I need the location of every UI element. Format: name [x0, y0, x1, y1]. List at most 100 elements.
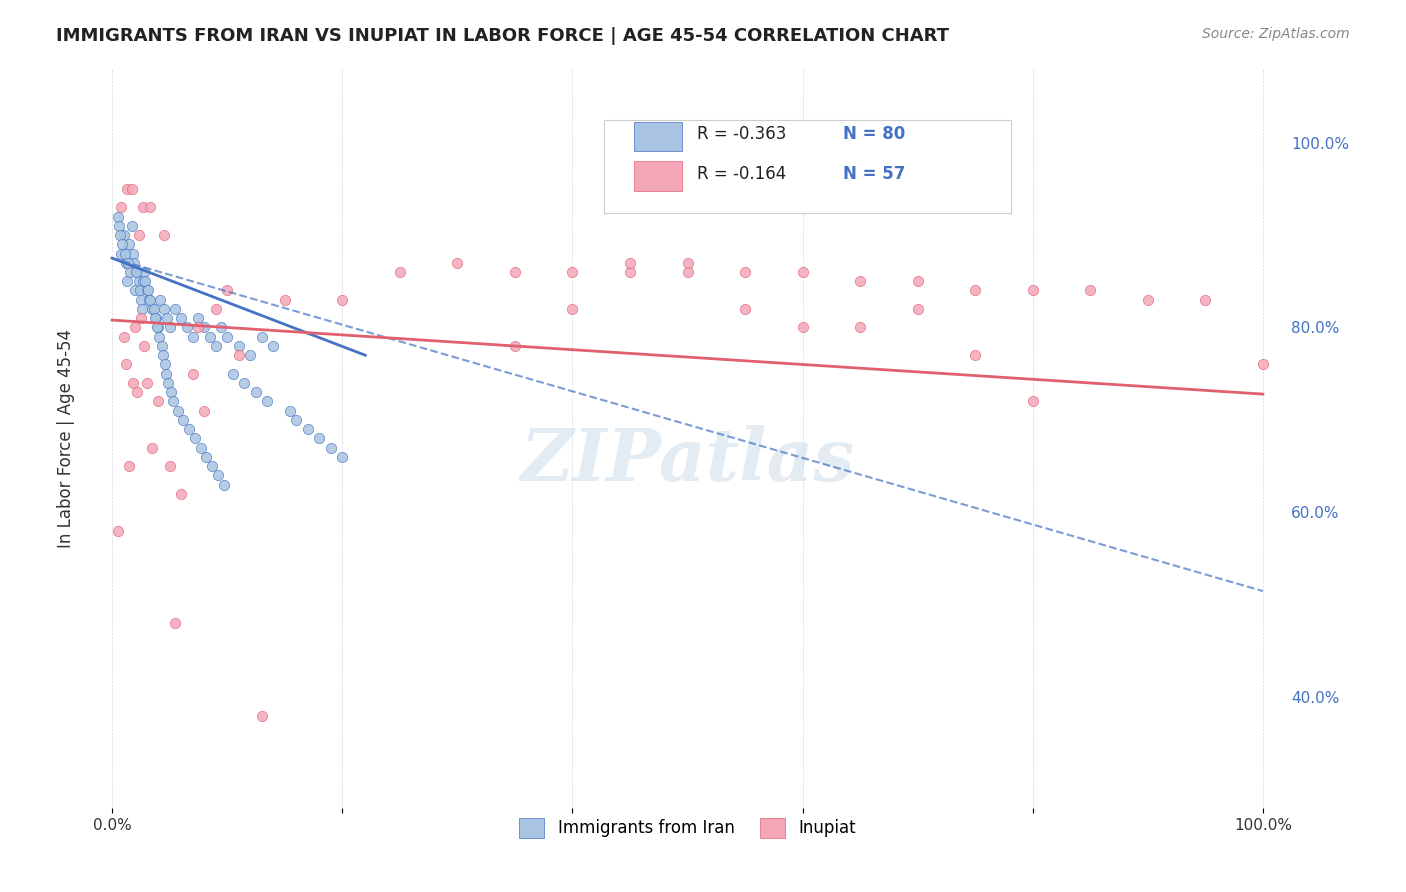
Point [181, 330, 204, 344]
Point [179, 422, 201, 436]
Point [118, 459, 141, 474]
Point [107, 210, 129, 224]
Point [217, 330, 239, 344]
Point [193, 403, 215, 417]
Point [152, 348, 174, 362]
FancyBboxPatch shape [634, 161, 682, 191]
Point [143, 311, 166, 326]
Point [734, 301, 756, 316]
Point [134, 265, 156, 279]
Text: R = -0.164: R = -0.164 [697, 165, 786, 184]
Point [503, 265, 526, 279]
Point [134, 274, 156, 288]
Point [330, 293, 353, 307]
Point [127, 265, 149, 279]
Text: ZIPatlas: ZIPatlas [520, 425, 855, 496]
Point [115, 182, 138, 196]
Point [195, 450, 218, 464]
Point [319, 441, 342, 455]
Point [129, 311, 152, 326]
Point [153, 358, 176, 372]
Point [134, 339, 156, 353]
Point [142, 301, 165, 316]
Text: N = 80: N = 80 [844, 125, 905, 143]
Point [193, 320, 215, 334]
Point [262, 339, 284, 353]
Point [122, 256, 145, 270]
Point [111, 237, 134, 252]
Text: Source: ZipAtlas.com: Source: ZipAtlas.com [1202, 27, 1350, 41]
Point [107, 524, 129, 538]
Point [114, 246, 136, 260]
Point [132, 200, 155, 214]
Point [1022, 394, 1045, 409]
Point [166, 403, 188, 417]
Point [135, 284, 157, 298]
Point [121, 219, 143, 233]
Point [148, 330, 170, 344]
Point [121, 376, 143, 390]
Point [965, 348, 987, 362]
Point [128, 274, 150, 288]
Point [330, 450, 353, 464]
Point [204, 339, 226, 353]
Point [124, 284, 146, 298]
Point [217, 284, 239, 298]
Point [146, 320, 169, 334]
Y-axis label: In Labor Force | Age 45-54: In Labor Force | Age 45-54 [58, 329, 75, 548]
Point [280, 403, 302, 417]
Point [149, 293, 172, 307]
Point [165, 301, 187, 316]
Point [124, 320, 146, 334]
Point [112, 227, 135, 242]
Point [297, 422, 319, 436]
Point [170, 311, 193, 326]
Point [165, 616, 187, 631]
Point [159, 320, 181, 334]
Point [162, 394, 184, 409]
Point [172, 413, 194, 427]
Point [1078, 284, 1101, 298]
Point [128, 227, 150, 242]
Point [125, 265, 148, 279]
Point [118, 237, 141, 252]
Point [115, 358, 138, 372]
Point [117, 256, 139, 270]
Point [907, 274, 929, 288]
Point [388, 265, 411, 279]
Point [129, 293, 152, 307]
Point [849, 320, 872, 334]
Point [285, 413, 308, 427]
Point [155, 367, 177, 381]
Point [250, 330, 273, 344]
Text: N = 57: N = 57 [844, 165, 905, 184]
Point [204, 301, 226, 316]
Point [1194, 293, 1216, 307]
Point [110, 200, 132, 214]
Point [561, 265, 583, 279]
Point [184, 432, 207, 446]
Point [159, 459, 181, 474]
Point [139, 200, 162, 214]
Point [207, 468, 229, 483]
Point [121, 182, 143, 196]
Point [907, 301, 929, 316]
Point [141, 441, 163, 455]
Point [676, 265, 699, 279]
Point [150, 339, 173, 353]
Point [619, 265, 641, 279]
Point [190, 441, 212, 455]
Point [128, 284, 150, 298]
Point [138, 293, 160, 307]
Point [308, 432, 330, 446]
Point [503, 339, 526, 353]
FancyBboxPatch shape [634, 122, 682, 152]
Point [121, 246, 143, 260]
Point [139, 293, 162, 307]
Point [127, 385, 149, 400]
Point [446, 256, 468, 270]
Point [222, 367, 245, 381]
Point [619, 256, 641, 270]
Point [734, 265, 756, 279]
Point [250, 709, 273, 723]
